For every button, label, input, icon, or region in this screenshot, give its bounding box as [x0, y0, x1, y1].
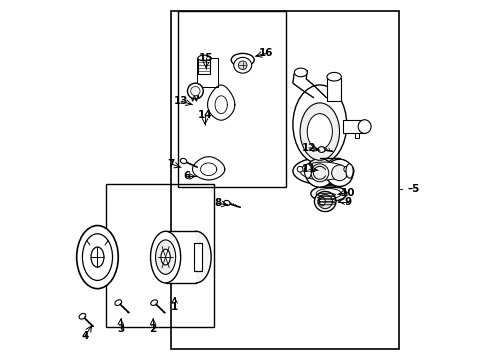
Bar	[171, 12, 398, 348]
Ellipse shape	[319, 197, 325, 206]
Ellipse shape	[161, 249, 170, 265]
Ellipse shape	[238, 61, 246, 69]
Ellipse shape	[294, 68, 306, 77]
Bar	[198, 58, 210, 74]
Ellipse shape	[187, 83, 203, 99]
Ellipse shape	[150, 231, 180, 283]
Bar	[343, 120, 364, 134]
Ellipse shape	[300, 162, 346, 180]
Ellipse shape	[317, 194, 332, 209]
Ellipse shape	[181, 231, 211, 283]
Ellipse shape	[180, 158, 186, 163]
Ellipse shape	[305, 158, 333, 187]
Text: 8: 8	[214, 198, 221, 208]
Bar	[178, 12, 285, 187]
Ellipse shape	[79, 314, 85, 319]
Text: 12: 12	[301, 143, 316, 153]
Ellipse shape	[314, 192, 335, 212]
Bar	[319, 160, 339, 185]
Text: 9: 9	[344, 197, 351, 207]
Ellipse shape	[198, 55, 210, 61]
Ellipse shape	[115, 300, 122, 306]
Text: 6: 6	[183, 171, 190, 181]
Ellipse shape	[325, 159, 352, 186]
Ellipse shape	[310, 186, 346, 202]
Ellipse shape	[231, 53, 254, 66]
Bar	[197, 58, 218, 87]
Ellipse shape	[306, 114, 332, 149]
Text: 11: 11	[301, 164, 316, 174]
Ellipse shape	[224, 201, 230, 206]
Text: 16: 16	[258, 48, 273, 58]
Ellipse shape	[150, 300, 157, 306]
Text: 14: 14	[197, 111, 212, 121]
Bar	[326, 78, 341, 101]
Ellipse shape	[292, 157, 353, 185]
Ellipse shape	[300, 103, 339, 160]
Text: 13: 13	[173, 96, 188, 106]
Ellipse shape	[91, 247, 104, 267]
Ellipse shape	[326, 72, 341, 81]
Ellipse shape	[310, 164, 328, 182]
Text: 2: 2	[149, 324, 156, 334]
Text: 7: 7	[167, 159, 174, 169]
Ellipse shape	[357, 120, 370, 134]
Ellipse shape	[304, 164, 311, 178]
Text: 1: 1	[171, 302, 178, 312]
Text: 4: 4	[81, 331, 88, 341]
Ellipse shape	[155, 240, 175, 274]
Ellipse shape	[77, 226, 118, 289]
Text: 15: 15	[199, 53, 213, 63]
Bar	[306, 164, 349, 187]
Ellipse shape	[316, 189, 341, 199]
Ellipse shape	[297, 166, 303, 172]
Bar	[106, 184, 214, 327]
Ellipse shape	[190, 86, 200, 96]
Text: 10: 10	[341, 188, 355, 198]
Ellipse shape	[82, 234, 112, 280]
Ellipse shape	[343, 166, 349, 172]
Ellipse shape	[233, 57, 251, 73]
Ellipse shape	[292, 85, 346, 164]
Text: –5: –5	[407, 184, 419, 194]
Bar	[165, 231, 196, 283]
Ellipse shape	[331, 165, 346, 181]
Text: 3: 3	[117, 324, 124, 334]
Ellipse shape	[317, 147, 325, 152]
Bar	[194, 243, 202, 271]
Ellipse shape	[346, 164, 352, 178]
Bar	[354, 134, 359, 138]
